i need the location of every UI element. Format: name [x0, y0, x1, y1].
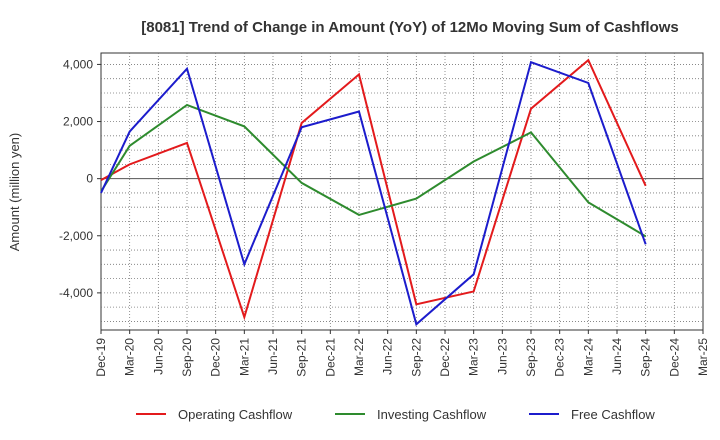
x-tick-label: Mar-25	[696, 338, 710, 376]
x-tick-label: Sep-23	[524, 338, 538, 377]
x-tick-label: Dec-23	[553, 338, 567, 377]
legend: Operating Cashflow Investing Cashflow Free…	[136, 407, 655, 422]
legend-label: Free Cashflow	[571, 407, 655, 422]
x-axis-ticks: Dec-19 Mar-20 Jun-20 Sep-20 Dec-20 Mar-21 Jun-…	[94, 330, 710, 377]
x-tick-label: Jun-23	[495, 338, 509, 375]
x-tick-label: Dec-20	[209, 338, 223, 377]
x-tick-label: Sep-20	[180, 338, 194, 377]
series-line-investing-cashflow	[100, 103, 647, 238]
x-tick-label: Mar-20	[123, 338, 137, 376]
x-tick-label: Jun-20	[151, 338, 165, 375]
plot-area	[100, 52, 704, 331]
y-tick-label: -4,000	[59, 286, 93, 300]
x-tick-label: Mar-22	[352, 338, 366, 376]
series-line-operating-cashflow	[100, 58, 647, 321]
legend-label: Investing Cashflow	[377, 407, 487, 422]
legend-label: Operating Cashflow	[178, 407, 293, 422]
x-tick-label: Sep-22	[409, 338, 423, 377]
x-tick-label: Dec-21	[323, 338, 337, 377]
x-tick-label: Dec-19	[94, 338, 108, 377]
x-tick-label: Dec-24	[667, 338, 681, 377]
x-tick-label: Sep-21	[295, 338, 309, 377]
x-tick-label: Mar-23	[467, 338, 481, 376]
series-line-free-cashflow	[100, 60, 647, 327]
x-tick-label: Sep-24	[639, 338, 653, 377]
x-tick-label: Mar-24	[581, 338, 595, 376]
y-axis-ticks: 4,000 2,000 0 -2,000 -4,000	[59, 57, 101, 300]
chart-title: [8081] Trend of Change in Amount (YoY) o…	[141, 19, 679, 36]
plot-frame	[100, 52, 704, 331]
x-tick-label: Jun-21	[266, 338, 280, 375]
y-axis-label: Amount (million yen)	[7, 133, 22, 252]
series-lines	[100, 58, 647, 327]
y-tick-label: 0	[86, 172, 93, 186]
x-tick-label: Mar-21	[237, 338, 251, 376]
y-tick-label: 2,000	[63, 115, 93, 129]
y-tick-label: 4,000	[63, 57, 93, 71]
x-tick-label: Dec-22	[438, 338, 452, 377]
x-tick-label: Jun-22	[381, 338, 395, 375]
x-tick-label: Jun-24	[610, 338, 624, 375]
y-tick-label: -2,000	[59, 229, 93, 243]
